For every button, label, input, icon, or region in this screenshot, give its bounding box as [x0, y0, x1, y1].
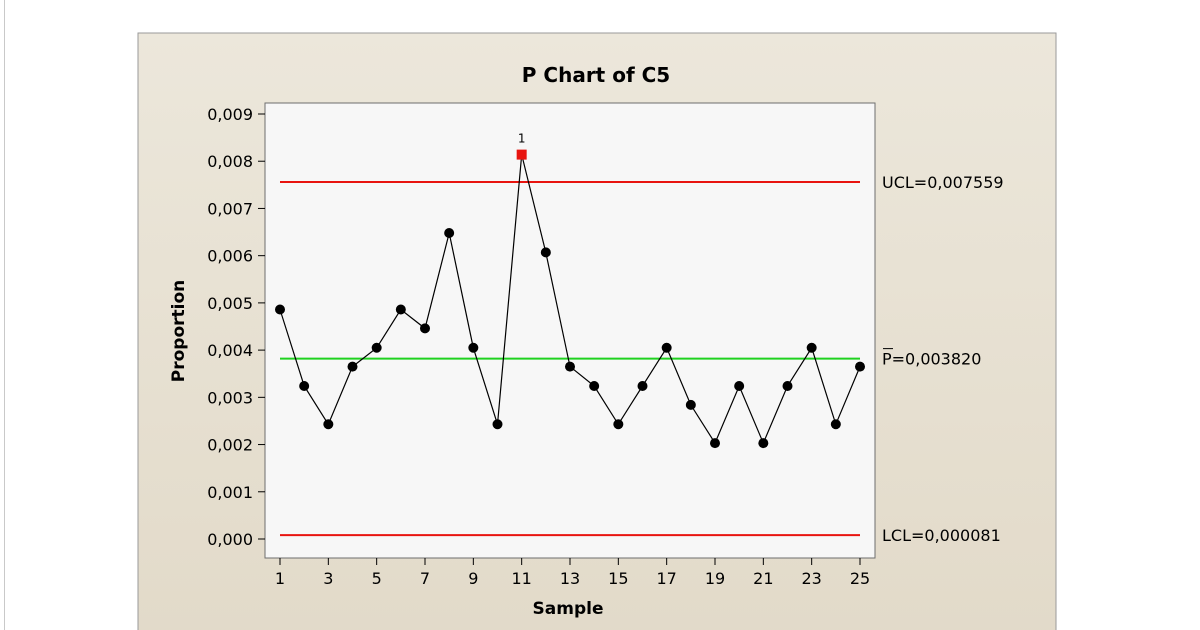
x-tick-label: 23	[801, 569, 821, 588]
data-point	[323, 419, 334, 430]
control-line-label: P=0,003820	[882, 350, 981, 369]
data-point	[492, 419, 503, 430]
x-axis-label: Sample	[533, 599, 604, 619]
data-point	[540, 247, 551, 258]
data-point	[468, 342, 479, 353]
data-point	[830, 419, 841, 430]
x-tick-label: 1	[275, 569, 285, 588]
data-point	[855, 361, 865, 372]
y-tick-label: 0,003	[207, 388, 253, 407]
y-tick-label: 0,004	[207, 341, 253, 360]
data-point	[444, 228, 455, 238]
data-point	[806, 342, 817, 353]
out-of-control-point	[516, 149, 527, 160]
data-point	[371, 342, 382, 353]
page-edge-line	[4, 0, 5, 630]
y-tick-label: 0,006	[207, 247, 253, 266]
y-tick-label: 0,005	[207, 294, 253, 313]
data-point	[299, 381, 310, 391]
x-tick-label: 9	[468, 569, 478, 588]
data-point	[710, 438, 720, 449]
control-line-label: UCL=0,007559	[882, 173, 1004, 192]
x-tick-label: 7	[420, 569, 430, 588]
y-tick-label: 0,002	[207, 436, 253, 455]
control-lines: UCL=0,007559 P=0,003820 LCL=0,000081	[280, 173, 1004, 545]
y-axis-ticks: 0,000 0,001 0,002 0,003 0,004 0,005 0,006 0,007…	[207, 105, 265, 549]
plot-area	[264, 102, 876, 559]
chart-title: P Chart of C5	[522, 63, 670, 87]
x-tick-label: 5	[372, 569, 382, 588]
y-tick-label: 0,007	[207, 199, 253, 218]
x-tick-label: 15	[608, 569, 628, 588]
y-axis-label: Proportion	[169, 280, 189, 383]
y-tick-label: 0,008	[207, 152, 253, 171]
x-tick-label: 13	[560, 569, 580, 588]
x-tick-label: 21	[753, 569, 773, 588]
data-point	[347, 361, 358, 372]
data-point	[734, 381, 745, 391]
data-point	[637, 381, 648, 391]
x-axis-ticks: 1 3 5 7 9 11 13 15 17 19 21 23 25	[275, 558, 870, 588]
flag-label: 1	[518, 132, 526, 146]
data-point	[685, 399, 696, 410]
y-tick-label: 0,001	[207, 483, 253, 502]
data-point	[758, 438, 769, 449]
data-point	[395, 304, 406, 315]
y-tick-label: 0,009	[207, 105, 253, 124]
data-point	[661, 342, 672, 353]
y-tick-label: 0,000	[207, 530, 253, 549]
data-series: 1	[275, 132, 865, 449]
x-tick-label: 3	[323, 569, 333, 588]
data-point	[782, 381, 793, 391]
x-tick-label: 19	[705, 569, 725, 588]
data-point	[613, 419, 624, 430]
data-point	[420, 323, 430, 334]
control-line-label: LCL=0,000081	[882, 526, 1001, 545]
x-tick-label: 11	[511, 569, 531, 588]
x-tick-label: 17	[656, 569, 676, 588]
x-tick-label: 25	[850, 569, 870, 588]
data-point	[589, 381, 600, 391]
data-point	[275, 304, 285, 315]
data-point	[565, 361, 575, 372]
